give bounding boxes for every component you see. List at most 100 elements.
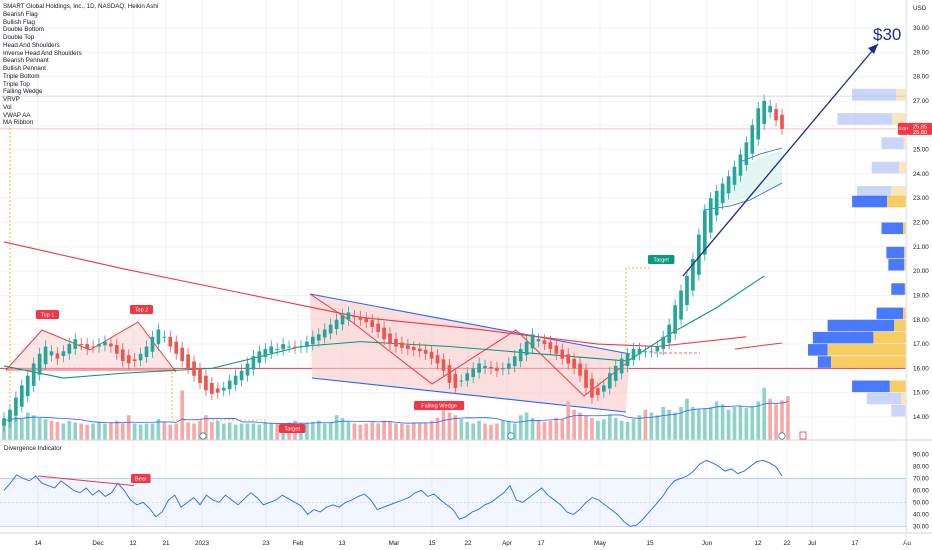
profile-bar-down [896, 88, 906, 101]
candle-body [762, 100, 767, 124]
second-price-value: 25.80 [913, 130, 927, 136]
volume-bar [370, 422, 375, 440]
candle-body [411, 347, 416, 351]
candle-body [667, 324, 671, 343]
target-low-line [171, 372, 268, 421]
candle-body [79, 344, 84, 346]
price-tick-label: 27.00 [913, 98, 929, 105]
volume-bar [536, 420, 541, 440]
ma-green-line [3, 275, 765, 379]
profile-bar-up [891, 404, 906, 417]
volume-bar [560, 419, 565, 440]
profile-bar-down [904, 283, 906, 295]
profile-bar-up [876, 307, 904, 320]
candle-body [85, 344, 89, 349]
indicator-label[interactable]: VRVP [3, 96, 20, 103]
volume-bar [607, 415, 612, 440]
indicator-label[interactable]: Head And Shoulders [3, 41, 60, 49]
profile-bar-up [852, 88, 897, 101]
indicator-label[interactable]: VWAP AA [3, 111, 31, 119]
trend-line[interactable] [682, 43, 879, 277]
candle-body [239, 370, 244, 381]
time-tick-label: Dec [92, 540, 103, 547]
osc-tick-label: 50.00 [913, 499, 929, 506]
target-high-label-bg [648, 255, 675, 264]
candle-body [233, 375, 238, 385]
indicator-label[interactable]: Bearish Pennant [3, 57, 49, 65]
volume-bar [257, 424, 262, 440]
candle-body [732, 166, 737, 185]
volume-bar [204, 415, 208, 440]
volume-bar [530, 418, 535, 440]
divergence-oscillator: 90.00 80.00 70.00 60.00 50.00 40.00 30.00 Diver… [0, 445, 929, 530]
candle-body [619, 358, 624, 374]
price-tick-label: 30.00 [913, 25, 929, 32]
candle-body [132, 359, 137, 362]
bear-divergence-line [37, 475, 135, 487]
volume-bars [2, 387, 790, 440]
candle-body [738, 154, 743, 176]
indicator-label[interactable]: Vol [3, 103, 12, 111]
indicator-label[interactable]: Double Top [3, 34, 35, 41]
candle-body [578, 363, 582, 376]
volume-bar [518, 415, 523, 440]
candle-body [726, 176, 731, 194]
candle-body [120, 349, 125, 362]
wedge-lower-line [311, 377, 627, 413]
last-price-value: 25.85 [913, 124, 927, 130]
volume-bar [156, 419, 161, 440]
volume-bar [233, 424, 238, 440]
candle-body [679, 290, 683, 320]
candle-body [744, 142, 749, 166]
indicator-label[interactable]: Bearish Flag [3, 10, 38, 18]
candle-body [210, 383, 214, 394]
candle-body [388, 333, 392, 345]
volume-bar [572, 409, 576, 440]
osc-tick-label: 70.00 [913, 475, 929, 482]
volume-bar [691, 407, 695, 440]
candle-body [471, 368, 476, 377]
volume-bar [483, 423, 487, 440]
candle-body [459, 380, 464, 382]
volume-bar [97, 421, 101, 440]
volume-bar [524, 412, 529, 440]
volume-bar [305, 423, 309, 440]
target-high-line [625, 267, 650, 362]
time-tick-label: 21 [162, 540, 170, 547]
indicator-label[interactable]: Double Bottom [3, 26, 44, 34]
indicator-label[interactable]: MA Ribbon [3, 119, 34, 127]
profile-bar-up [837, 113, 893, 125]
candle-body [631, 348, 636, 360]
volume-bar [263, 421, 268, 440]
volume-bar [79, 423, 84, 440]
candle-body [251, 356, 256, 370]
candle-body [453, 374, 458, 388]
indicator-label[interactable]: Inverse Head And Shoulders [3, 49, 82, 57]
volume-bar [334, 415, 339, 440]
indicator-label[interactable]: Triple Bottom [3, 72, 40, 80]
profile-bar-up [881, 222, 904, 235]
candle-body [613, 365, 618, 381]
candle-body [269, 346, 274, 354]
volume-bar [91, 423, 95, 440]
price-target-label: $30 [873, 25, 901, 44]
candle-body [358, 316, 363, 320]
indicator-label[interactable]: Bullish Flag [3, 18, 35, 26]
indicator-label[interactable]: Bullish Pennant [3, 65, 46, 72]
profile-bar-down [892, 113, 906, 125]
projection-line [734, 342, 783, 350]
candle-body [340, 314, 345, 325]
volume-bar [631, 419, 636, 440]
time-tick-label: May [594, 540, 607, 547]
osc-line [3, 459, 783, 527]
indicator-label[interactable]: Falling Wedge [3, 88, 43, 96]
volume-bar [702, 408, 707, 440]
volume-bar [210, 421, 214, 440]
candle-body [637, 348, 642, 355]
target-high-label: Target [653, 258, 669, 264]
volume-bar [661, 407, 666, 440]
wedge-upper-line [309, 293, 631, 355]
indicator-label[interactable]: Triple Top [3, 80, 30, 88]
volume-bar [637, 415, 642, 440]
volume-bar [49, 420, 54, 440]
